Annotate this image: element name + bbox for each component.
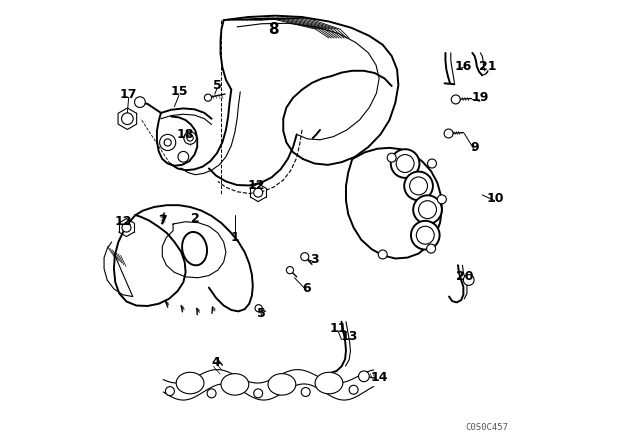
Text: 11: 11 bbox=[329, 322, 347, 335]
Circle shape bbox=[165, 387, 174, 396]
Circle shape bbox=[417, 226, 435, 244]
Circle shape bbox=[122, 223, 131, 232]
Text: 8: 8 bbox=[268, 22, 278, 37]
Circle shape bbox=[428, 159, 436, 168]
Circle shape bbox=[187, 135, 193, 141]
Circle shape bbox=[184, 132, 196, 144]
Circle shape bbox=[396, 155, 414, 172]
Circle shape bbox=[444, 129, 453, 138]
Text: 1: 1 bbox=[230, 231, 239, 244]
Circle shape bbox=[164, 139, 172, 146]
Text: 13: 13 bbox=[340, 329, 358, 343]
Text: 5: 5 bbox=[257, 307, 266, 320]
Ellipse shape bbox=[182, 232, 207, 265]
Circle shape bbox=[204, 94, 212, 101]
Text: 10: 10 bbox=[487, 192, 504, 205]
Text: 2: 2 bbox=[191, 211, 200, 225]
Circle shape bbox=[159, 134, 176, 151]
Circle shape bbox=[301, 388, 310, 396]
Circle shape bbox=[411, 221, 440, 250]
Text: 4: 4 bbox=[212, 356, 220, 370]
Circle shape bbox=[391, 149, 419, 178]
Circle shape bbox=[404, 172, 433, 200]
Ellipse shape bbox=[268, 374, 296, 395]
Circle shape bbox=[463, 275, 474, 285]
Circle shape bbox=[207, 389, 216, 398]
Circle shape bbox=[451, 95, 460, 104]
Circle shape bbox=[349, 385, 358, 394]
Circle shape bbox=[413, 195, 442, 224]
Text: 7: 7 bbox=[158, 214, 166, 228]
Circle shape bbox=[253, 389, 262, 398]
Text: 15: 15 bbox=[170, 85, 188, 99]
Text: 3: 3 bbox=[310, 253, 319, 267]
Text: 18: 18 bbox=[177, 128, 195, 141]
Circle shape bbox=[287, 267, 294, 274]
Text: 20: 20 bbox=[456, 270, 474, 283]
Text: 12: 12 bbox=[248, 179, 265, 193]
Ellipse shape bbox=[176, 372, 204, 394]
Circle shape bbox=[437, 195, 446, 204]
Text: 21: 21 bbox=[479, 60, 497, 73]
Text: 17: 17 bbox=[120, 87, 138, 101]
Circle shape bbox=[178, 151, 189, 162]
Text: 16: 16 bbox=[454, 60, 472, 73]
Circle shape bbox=[122, 113, 133, 125]
Ellipse shape bbox=[315, 372, 343, 394]
Circle shape bbox=[419, 201, 436, 219]
Text: 19: 19 bbox=[471, 91, 488, 104]
Circle shape bbox=[253, 188, 262, 197]
Text: 6: 6 bbox=[302, 281, 311, 295]
Circle shape bbox=[358, 371, 369, 382]
Circle shape bbox=[134, 97, 145, 108]
Circle shape bbox=[301, 253, 308, 261]
Text: 14: 14 bbox=[371, 371, 388, 384]
Text: 9: 9 bbox=[470, 141, 479, 155]
Text: C0S0C457: C0S0C457 bbox=[465, 423, 508, 432]
Text: 12: 12 bbox=[114, 215, 132, 228]
Circle shape bbox=[387, 153, 396, 162]
Text: 5: 5 bbox=[212, 78, 221, 92]
Ellipse shape bbox=[221, 374, 249, 395]
Circle shape bbox=[255, 305, 262, 312]
Circle shape bbox=[410, 177, 428, 195]
Circle shape bbox=[427, 244, 436, 253]
Circle shape bbox=[378, 250, 387, 259]
